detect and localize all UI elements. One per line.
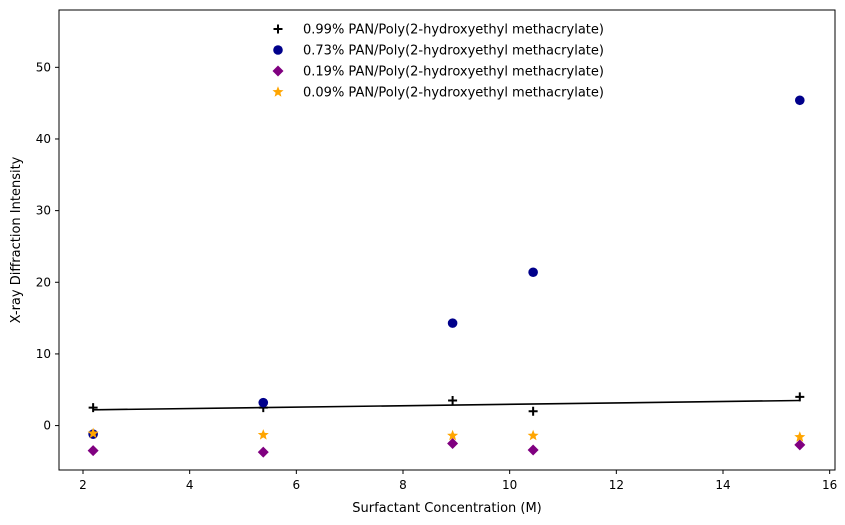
x-tick-label: 14 bbox=[715, 478, 730, 492]
data-point-series-1 bbox=[88, 403, 98, 413]
data-point-series-3 bbox=[794, 439, 806, 451]
y-tick-label: 30 bbox=[36, 204, 51, 218]
x-tick-label: 8 bbox=[399, 478, 407, 492]
plot-area-frame bbox=[58, 9, 836, 471]
x-tick-label: 10 bbox=[502, 478, 517, 492]
y-tick-label: 40 bbox=[36, 132, 51, 146]
y-axis: 0 10 20 30 40 50 bbox=[36, 60, 59, 433]
x-axis: 2 4 6 8 10 12 14 16 bbox=[79, 470, 837, 492]
x-tick-label: 12 bbox=[609, 478, 624, 492]
x-tick-label: 2 bbox=[79, 478, 87, 492]
data-point-series-1 bbox=[528, 406, 538, 416]
legend-label-series-4: 0.09% PAN/Poly(2-hydroxyethyl methacryla… bbox=[303, 86, 604, 101]
legend-label-series-2: 0.73% PAN/Poly(2-hydroxyethyl methacryla… bbox=[303, 44, 604, 59]
data-point-series-4 bbox=[257, 429, 269, 440]
data-point-series-3 bbox=[257, 446, 269, 458]
data-point-series-3 bbox=[87, 445, 99, 457]
x-axis-label: Surfactant Concentration (M) bbox=[352, 501, 542, 516]
legend-marker-series-1 bbox=[273, 24, 283, 34]
data-point-series-1 bbox=[795, 392, 805, 402]
y-tick-label: 20 bbox=[36, 275, 51, 289]
y-axis-label: X-ray Diffraction Intensity bbox=[9, 156, 24, 323]
legend-marker-series-4 bbox=[272, 86, 284, 97]
data-point-series-2 bbox=[447, 318, 458, 328]
legend-label-series-3: 0.19% PAN/Poly(2-hydroxyethyl methacryla… bbox=[303, 65, 604, 80]
x-tick-label: 16 bbox=[822, 478, 837, 492]
legend-label-series-1: 0.99% PAN/Poly(2-hydroxyethyl methacryla… bbox=[303, 23, 604, 38]
data-point-series-3 bbox=[447, 437, 459, 449]
legend-marker-series-3 bbox=[272, 65, 284, 77]
plot-marks bbox=[87, 95, 806, 458]
x-tick-label: 4 bbox=[186, 478, 194, 492]
data-point-series-4 bbox=[447, 429, 459, 441]
y-tick-label: 0 bbox=[43, 419, 51, 433]
legend: 0.99% PAN/Poly(2-hydroxyethyl methacryla… bbox=[272, 23, 604, 101]
data-point-series-4 bbox=[794, 431, 806, 442]
data-point-series-3 bbox=[527, 444, 539, 456]
data-point-series-2 bbox=[795, 95, 805, 106]
x-tick-label: 6 bbox=[293, 478, 301, 492]
data-point-series-2 bbox=[258, 397, 269, 408]
data-point-series-1 bbox=[448, 395, 458, 405]
fit-line bbox=[93, 399, 800, 411]
data-point-series-2 bbox=[528, 267, 538, 278]
data-point-series-4 bbox=[87, 427, 99, 439]
y-tick-label: 10 bbox=[36, 347, 51, 361]
data-point-series-4 bbox=[527, 429, 539, 441]
legend-marker-series-2 bbox=[273, 45, 283, 55]
y-tick-label: 50 bbox=[36, 60, 51, 74]
